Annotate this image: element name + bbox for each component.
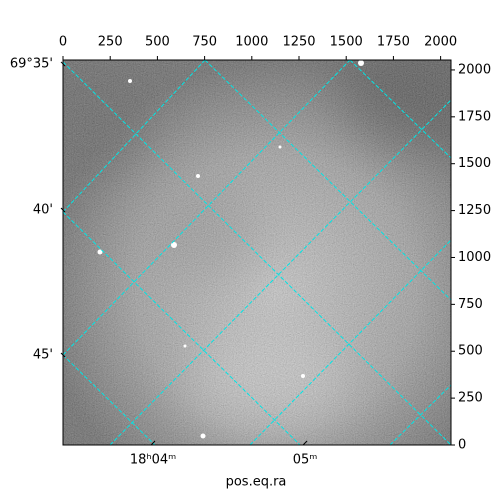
x-tick-label: 750 [192, 35, 217, 50]
x-tick-label: 1000 [235, 35, 268, 50]
axes-frame [62, 59, 452, 446]
dec-tick-label: 45' [33, 347, 53, 362]
dec-tick [60, 207, 66, 213]
y-tick-label: 2000 [458, 62, 491, 77]
y-tick-label: 1250 [458, 203, 491, 218]
y-tick-label: 500 [458, 344, 483, 359]
ra-tick-label: 05ᵐ [293, 453, 318, 468]
y-tick-label: 0 [458, 438, 466, 453]
dec-tick [60, 352, 66, 358]
x-tick-label: 1250 [282, 35, 315, 50]
y-tick-label: 750 [458, 297, 483, 312]
coordinate-grid [63, 60, 451, 445]
x-axis-label: pos.eq.ra [226, 475, 287, 490]
y-tick-label: 1500 [458, 156, 491, 171]
dec-tick-label: 40' [33, 203, 53, 218]
x-tick-label: 250 [98, 35, 123, 50]
ra-tick-label: 18ʰ04ᵐ [130, 453, 176, 468]
x-tick-label: 1500 [330, 35, 363, 50]
y-tick-label: 1750 [458, 109, 491, 124]
sky-image [63, 60, 451, 445]
y-tick-label: 250 [458, 391, 483, 406]
dec-tick [60, 61, 66, 67]
y-tick-label: 1000 [458, 250, 491, 265]
x-tick-label: 0 [59, 35, 67, 50]
x-tick-label: 500 [145, 35, 170, 50]
dec-tick-label: 69°35' [10, 56, 53, 71]
ra-tick [302, 440, 308, 446]
x-tick-label: 1750 [377, 35, 410, 50]
x-tick-label: 2000 [424, 35, 457, 50]
ra-tick [150, 440, 156, 446]
